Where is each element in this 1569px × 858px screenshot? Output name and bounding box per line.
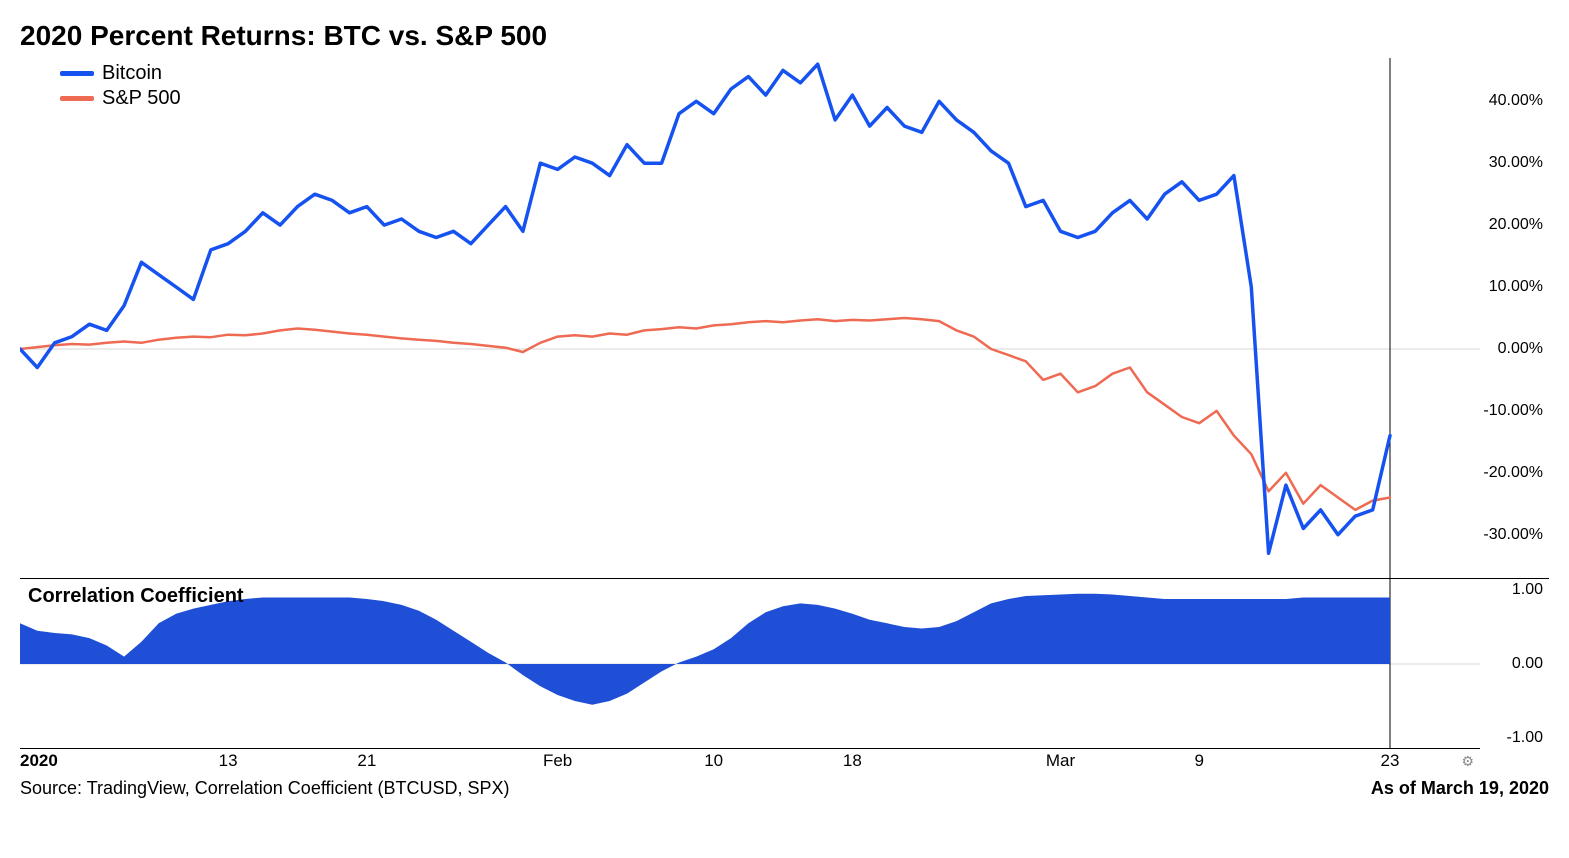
- x-tick-label: 13: [219, 751, 238, 771]
- legend-item-spx: S&P 500: [60, 87, 181, 110]
- x-tick-label: Mar: [1046, 751, 1075, 771]
- x-tick-label: 9: [1195, 751, 1204, 771]
- gear-icon[interactable]: ⚙: [1461, 753, 1474, 770]
- x-tick-label: Feb: [543, 751, 572, 771]
- main-chart-svg: [20, 58, 1480, 578]
- y-tick-label: 0.00%: [1494, 340, 1543, 358]
- x-tick-label: 18: [843, 751, 862, 771]
- y-tick-label: 0.00: [1508, 655, 1543, 673]
- source-text: Source: TradingView, Correlation Coeffic…: [20, 778, 510, 799]
- y-tick-label: -30.00%: [1479, 526, 1543, 544]
- legend-swatch-btc: [60, 71, 94, 76]
- legend-label-spx: S&P 500: [102, 87, 181, 110]
- x-axis: ⚙ 2020 13 21 Feb 10 18 Mar 9 23: [20, 748, 1480, 774]
- chart-footer: Source: TradingView, Correlation Coeffic…: [20, 778, 1549, 799]
- x-tick-label: 10: [704, 751, 723, 771]
- y-tick-label: 30.00%: [1485, 154, 1543, 172]
- y-tick-label: -10.00%: [1479, 402, 1543, 420]
- main-chart-panel: -30.00% -20.00% -10.00% 0.00% 10.00% 20.00% 30…: [20, 58, 1549, 578]
- legend-swatch-spx: [60, 96, 94, 101]
- x-tick-label: 23: [1381, 751, 1400, 771]
- x-tick-label: 2020: [20, 751, 58, 771]
- legend-label-btc: Bitcoin: [102, 62, 162, 85]
- correlation-subtitle: Correlation Coefficient: [28, 585, 244, 608]
- chart-container: 2020 Percent Returns: BTC vs. S&P 500 Bi…: [20, 20, 1549, 799]
- x-tick-label: 21: [357, 751, 376, 771]
- legend-item-btc: Bitcoin: [60, 62, 181, 85]
- legend: Bitcoin S&P 500: [60, 62, 181, 110]
- y-tick-label: 40.00%: [1485, 92, 1543, 110]
- asof-text: As of March 19, 2020: [1371, 778, 1549, 799]
- main-panel-wrap: Bitcoin S&P 500 -30.00% -20.00% -10.00% 0.0…: [20, 58, 1549, 774]
- y-tick-label: -1.00: [1503, 729, 1543, 747]
- y-tick-label: 20.00%: [1485, 216, 1543, 234]
- y-tick-label: 10.00%: [1485, 278, 1543, 296]
- y-tick-label: -20.00%: [1479, 464, 1543, 482]
- chart-title: 2020 Percent Returns: BTC vs. S&P 500: [20, 20, 1549, 52]
- correlation-chart-panel: Correlation Coefficient -1.00 0.00 1.00: [20, 578, 1549, 748]
- y-tick-label: 1.00: [1508, 581, 1543, 599]
